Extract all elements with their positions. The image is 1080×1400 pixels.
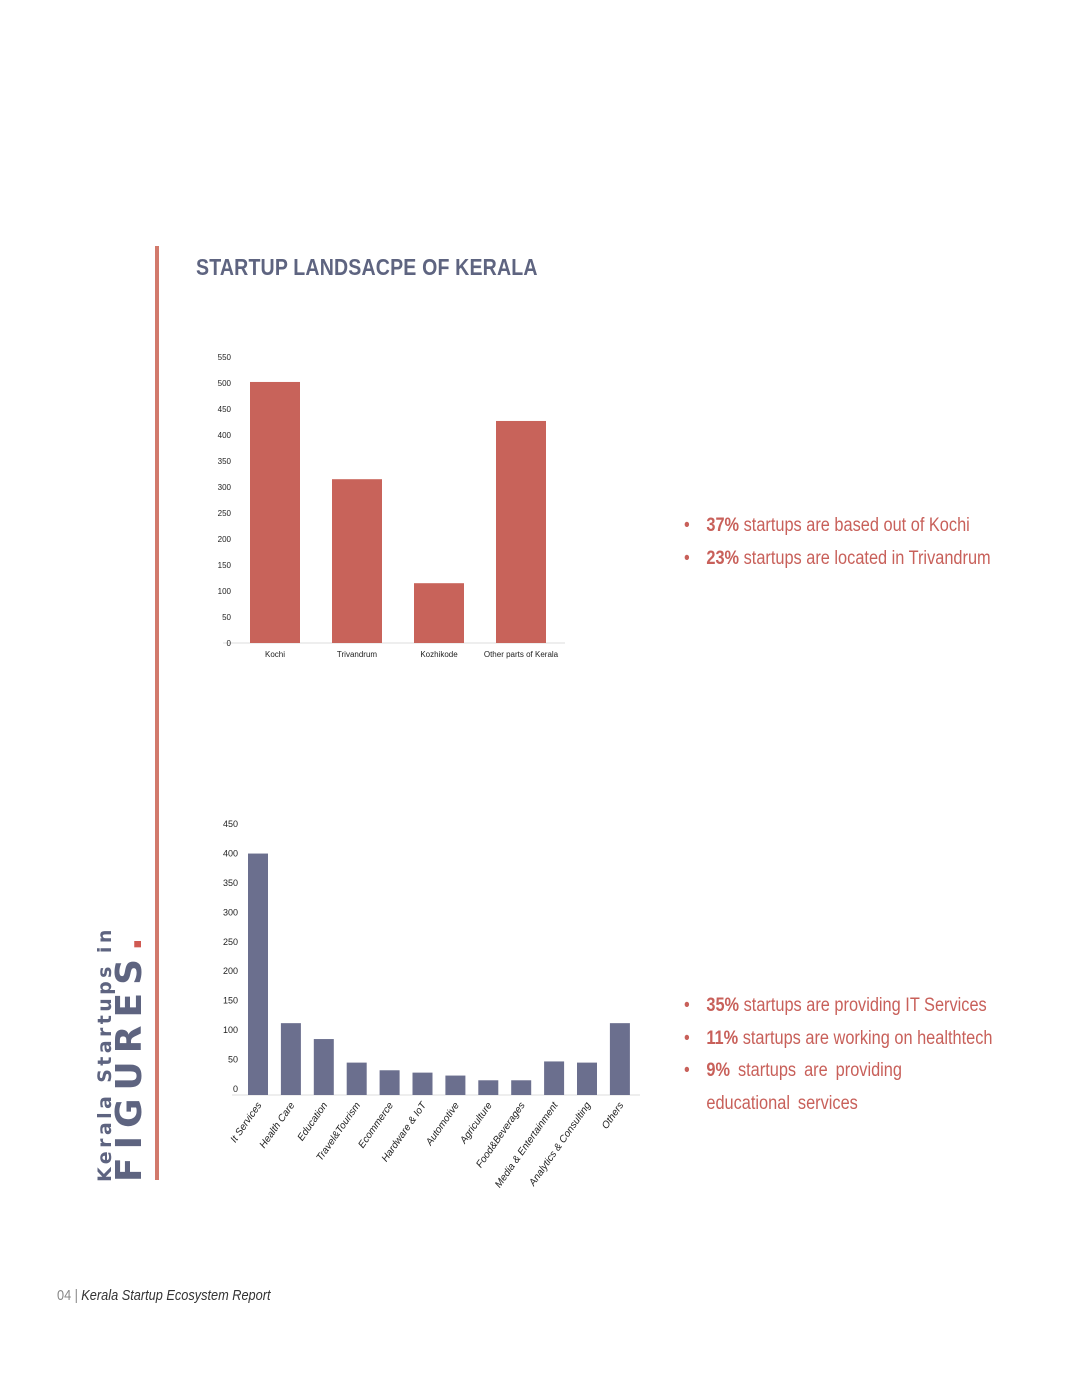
y-tick-label: 100	[218, 587, 232, 596]
insight-item: 35% startups are providing IT Services	[684, 990, 987, 1023]
x-tick-label: Others	[600, 1100, 626, 1131]
bar-hardware-iot	[412, 1072, 433, 1095]
y-tick-label: 150	[223, 996, 238, 1006]
x-tick-label: Media & Entertainment	[493, 1099, 561, 1190]
y-tick-label: 400	[218, 431, 232, 440]
x-tick-label: Kozhikode	[420, 650, 458, 659]
y-tick-label: 450	[223, 819, 238, 829]
page-title: STARTUP LANDSACPE OF KERALA	[196, 254, 538, 280]
y-tick-label: 450	[218, 405, 232, 414]
bar-trivandrum	[332, 479, 382, 643]
y-tick-label: 500	[218, 379, 232, 388]
insight-item: 37% startups are based out of Kochi	[684, 510, 991, 543]
y-tick-label: 50	[222, 613, 231, 622]
x-tick-label: It Services	[229, 1100, 265, 1145]
bar-others	[609, 1023, 630, 1095]
x-tick-label: Other parts of Kerala	[484, 650, 559, 659]
bar-health-care	[280, 1023, 301, 1095]
bar-other-parts-of-kerala	[496, 420, 546, 643]
insight-item: 9% startups are providing educational se…	[684, 1055, 990, 1120]
page-footer: 04 | Kerala Startup Ecosystem Report	[57, 1287, 271, 1304]
footer-separator: |	[74, 1287, 78, 1304]
y-tick-label: 250	[223, 937, 238, 947]
x-tick-label: Agriculture	[458, 1100, 495, 1147]
x-tick-label: Kochi	[265, 650, 285, 659]
location-insights: 37% startups are based out of Kochi 23% …	[684, 510, 1041, 575]
y-tick-label: 300	[218, 483, 232, 492]
accent-divider	[155, 246, 159, 1180]
x-tick-label: Automotive	[424, 1100, 463, 1148]
y-tick-label: 50	[228, 1055, 238, 1065]
y-tick-label: 200	[218, 535, 232, 544]
x-tick-label: Analytics & Consulting	[527, 1100, 594, 1189]
y-tick-label: 150	[218, 561, 232, 570]
bar-travel-tourism	[346, 1062, 367, 1095]
y-tick-label: 300	[223, 907, 238, 917]
side-title-line2: FIGURES.	[109, 929, 150, 1182]
location-bar-chart: 0 50 100 150 200 250 300 350 400 450 500 550 Kochi Tr…	[218, 353, 565, 659]
bar-automotive	[445, 1075, 466, 1095]
insight-item: 23% startups are located in Trivandrum	[684, 543, 991, 576]
bar-food-beverages	[511, 1080, 532, 1095]
y-tick-label: 350	[223, 878, 238, 888]
bar-kozhikode	[414, 583, 464, 643]
y-tick-label: 100	[223, 1025, 238, 1035]
side-title-figures: FIGURES	[109, 950, 150, 1182]
sector-insights: 35% startups are providing IT Services 1…	[684, 990, 1004, 1120]
y-tick-label: 550	[218, 353, 232, 362]
report-name: Kerala Startup Ecosystem Report	[81, 1287, 271, 1304]
page-number: 04	[57, 1287, 72, 1304]
bar-media-entertainment	[544, 1061, 565, 1095]
side-title-dot: .	[109, 929, 150, 951]
y-tick-label: 250	[218, 509, 232, 518]
insight-item: 11% startups are working on healthtech	[684, 1023, 992, 1056]
x-tick-label: Education	[296, 1100, 331, 1143]
bar-it-services	[248, 853, 268, 1095]
y-tick-label: 0	[233, 1084, 238, 1094]
y-tick-label: 400	[223, 848, 238, 858]
bar-kochi	[250, 381, 300, 643]
bar-analytics-consulting	[577, 1062, 597, 1095]
bar-education	[313, 1039, 334, 1095]
y-tick-label: 0	[227, 639, 232, 648]
x-tick-label: Trivandrum	[337, 650, 377, 659]
bar-ecommerce	[379, 1070, 400, 1095]
y-tick-label: 200	[223, 966, 238, 976]
y-tick-label: 350	[218, 457, 232, 466]
bar-agriculture	[478, 1080, 499, 1095]
